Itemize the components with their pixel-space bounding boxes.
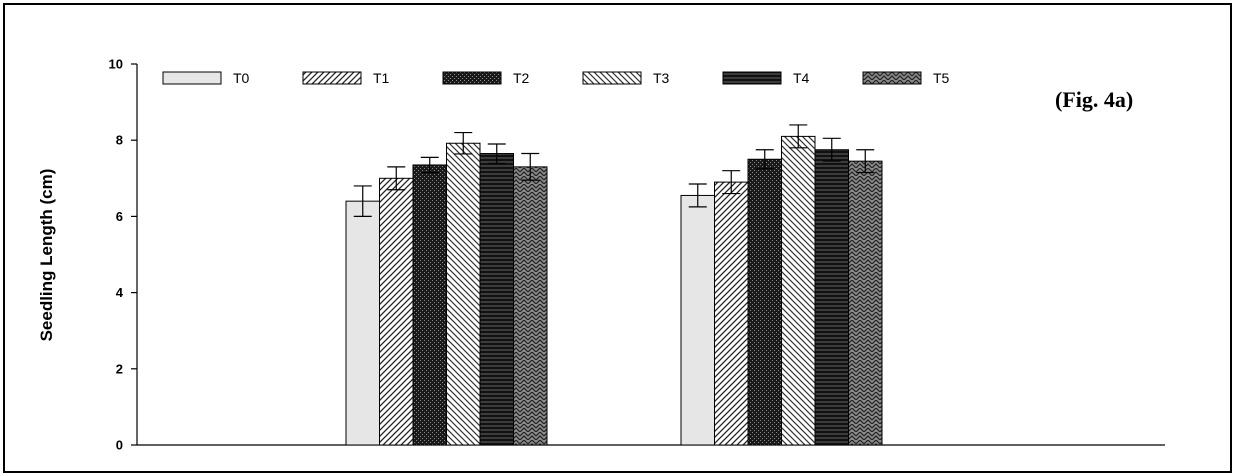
error-bar-t0-group-2 — [688, 183, 707, 208]
error-bar-t2-group-2 — [755, 149, 774, 170]
legend-swatch-t4 — [722, 71, 782, 85]
chart-axes — [136, 64, 1165, 446]
bar-t3-group-1 — [446, 142, 481, 446]
legend-label-t2: T2 — [513, 70, 530, 86]
legend-swatch-t1 — [302, 71, 362, 85]
legend-label-t0: T0 — [233, 70, 250, 86]
legend-label-t3: T3 — [653, 70, 670, 86]
error-bar-t3-group-2 — [789, 124, 808, 149]
error-bar-t3-group-1 — [454, 131, 473, 155]
legend-label-t5: T5 — [933, 70, 950, 86]
legend-swatch-t0 — [162, 71, 222, 85]
legend-label-t4: T4 — [793, 70, 810, 86]
bar-t5-group-2 — [848, 160, 883, 446]
bar-t2-group-1 — [412, 164, 447, 446]
y-tick-label: 0 — [116, 438, 123, 453]
bar-t0-group-1 — [345, 200, 380, 446]
y-tick-label: 4 — [116, 285, 124, 300]
legend-swatch-t5 — [862, 71, 922, 85]
legend-swatch-t2 — [442, 71, 502, 85]
error-bar-t2-group-1 — [420, 156, 439, 174]
error-bar-t1-group-2 — [722, 170, 741, 195]
y-tick-label: 10 — [109, 57, 123, 72]
bars-group — [345, 135, 883, 446]
y-tick-label: 8 — [116, 133, 123, 148]
error-bar-t1-group-1 — [387, 166, 406, 191]
error-bar-t0-group-1 — [353, 185, 372, 217]
y-axis-ticks: 0 2 4 6 8 10 — [109, 57, 137, 453]
bar-t4-group-1 — [479, 153, 514, 446]
y-tick-label: 6 — [116, 209, 123, 224]
y-tick-label: 2 — [116, 361, 123, 376]
error-bar-t5-group-2 — [856, 149, 875, 174]
y-axis-label: Seedling Length (cm) — [37, 169, 56, 342]
bar-t4-group-2 — [814, 149, 849, 446]
bar-t5-group-1 — [513, 166, 548, 446]
error-bars-group — [353, 124, 875, 217]
figure-label: (Fig. 4a) — [1055, 87, 1133, 112]
error-bar-t4-group-1 — [487, 143, 506, 164]
error-bar-t4-group-2 — [822, 137, 841, 162]
bar-t1-group-2 — [714, 181, 749, 446]
legend-label-t1: T1 — [373, 70, 390, 86]
bar-t3-group-2 — [781, 135, 816, 446]
legend-swatch-t3 — [582, 71, 642, 85]
legend: T0 T1 T2 T3 T4 T5 — [162, 70, 950, 86]
error-bar-t5-group-1 — [521, 152, 540, 181]
bar-t0-group-2 — [680, 194, 715, 446]
bar-t2-group-2 — [747, 158, 782, 446]
bar-t1-group-1 — [379, 177, 414, 446]
